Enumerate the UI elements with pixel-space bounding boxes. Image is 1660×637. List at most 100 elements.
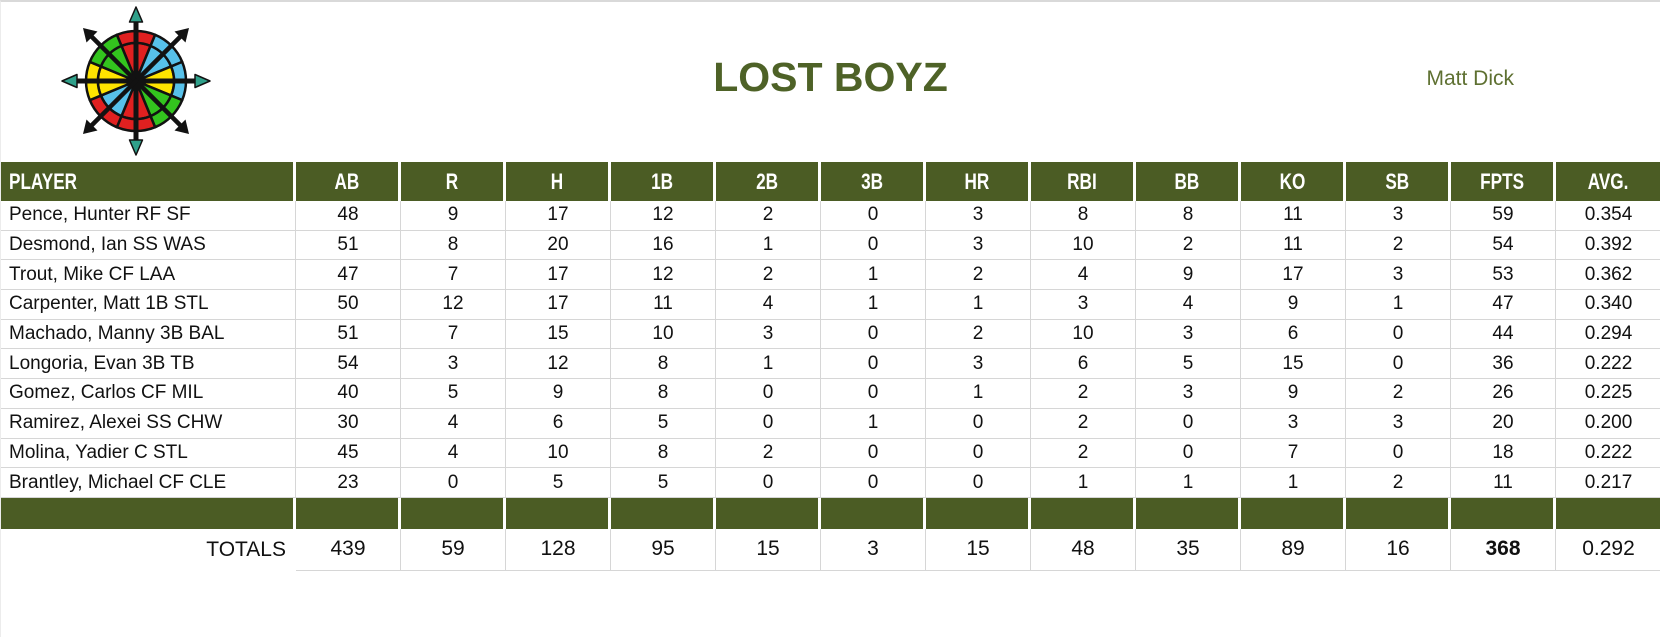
player-name-cell: Ramirez, Alexei SS CHW <box>1 408 296 439</box>
totals-label-cell: TOTALS <box>206 537 286 561</box>
stat-cell-sb: 0 <box>1346 349 1451 380</box>
stat-cell-bb: 4 <box>1136 290 1241 320</box>
stat-cell-fpts: 36 <box>1451 349 1556 380</box>
stat-cell-r: 12 <box>401 290 506 320</box>
stat-cell-2b: 0 <box>716 379 821 409</box>
stat-cell-h: 15 <box>506 319 611 350</box>
stat-cell-avg: 0.362 <box>1556 260 1660 291</box>
stat-cell-bb: 1 <box>1136 468 1241 498</box>
stat-cell-ab: 51 <box>296 230 401 261</box>
player-row: Desmond, Ian SS WAS 51 8 20 16 1 0 3 10 2 11 2 54 0.3… <box>1 230 1660 261</box>
stat-cell-ko: 1 <box>1241 468 1346 498</box>
stat-cell-1b: 12 <box>611 260 716 291</box>
stat-cell-ab: 48 <box>296 201 401 231</box>
stat-cell-bb: 0 <box>1136 408 1241 439</box>
stat-cell-1b: 8 <box>611 379 716 409</box>
player-row: Ramirez, Alexei SS CHW 30 4 6 5 0 1 0 2 0 3 3 20 0.20… <box>1 408 1660 439</box>
stat-cell-fpts: 26 <box>1451 379 1556 409</box>
stat-cell-rbi: 10 <box>1031 230 1136 261</box>
separator-cell <box>1 497 296 529</box>
stat-cell-bb: 3 <box>1136 379 1241 409</box>
stat-cell-fpts: 53 <box>1451 260 1556 291</box>
total-cell-3b: 3 <box>821 528 926 571</box>
stat-cell-2b: 4 <box>716 290 821 320</box>
stat-cell-sb: 2 <box>1346 379 1451 409</box>
stat-cell-rbi: 3 <box>1031 290 1136 320</box>
stat-cell-hr: 3 <box>926 201 1031 231</box>
stat-cell-rbi: 2 <box>1031 379 1136 409</box>
stat-cell-ab: 47 <box>296 260 401 291</box>
stat-cell-avg: 0.200 <box>1556 408 1660 439</box>
stat-cell-rbi: 2 <box>1031 438 1136 469</box>
stat-cell-hr: 1 <box>926 379 1031 409</box>
stat-cell-1b: 11 <box>611 290 716 320</box>
player-name-cell: Longoria, Evan 3B TB <box>1 349 296 380</box>
stat-cell-2b: 2 <box>716 438 821 469</box>
column-header-row: PLAYER AB R H 1B 2B 3B HR RBI BB KO SB FPTS AVG. <box>1 162 1660 201</box>
stat-cell-hr: 1 <box>926 290 1031 320</box>
header-cell-r: R <box>401 162 506 201</box>
stat-cell-3b: 0 <box>821 319 926 350</box>
stat-cell-bb: 8 <box>1136 201 1241 231</box>
stat-cell-r: 8 <box>401 230 506 261</box>
stat-cell-sb: 2 <box>1346 230 1451 261</box>
header-cell-3b: 3B <box>821 162 926 201</box>
separator-cell <box>1241 497 1346 529</box>
stat-cell-fpts: 20 <box>1451 408 1556 439</box>
stat-cell-r: 0 <box>401 468 506 498</box>
stat-cell-1b: 12 <box>611 201 716 231</box>
stat-cell-fpts: 54 <box>1451 230 1556 261</box>
stat-cell-ko: 9 <box>1241 379 1346 409</box>
team-title: LOST BOYZ <box>713 54 948 100</box>
stat-cell-2b: 1 <box>716 230 821 261</box>
stat-cell-r: 4 <box>401 438 506 469</box>
stat-cell-fpts: 44 <box>1451 319 1556 350</box>
stat-cell-bb: 5 <box>1136 349 1241 380</box>
stat-cell-3b: 0 <box>821 379 926 409</box>
header-cell-sb: SB <box>1346 162 1451 201</box>
stat-cell-bb: 2 <box>1136 230 1241 261</box>
stat-cell-sb: 3 <box>1346 260 1451 291</box>
stat-cell-h: 6 <box>506 408 611 439</box>
stat-cell-h: 17 <box>506 290 611 320</box>
player-name-cell: Pence, Hunter RF SF <box>1 201 296 231</box>
player-row: Pence, Hunter RF SF 48 9 17 12 2 0 3 8 8 11 3 59 0.35… <box>1 201 1660 231</box>
totals-row: TOTALS 439 59 128 95 15 3 15 48 35 89 16 368 0.292 <box>1 528 1660 571</box>
stat-cell-3b: 0 <box>821 349 926 380</box>
stat-cell-bb: 9 <box>1136 260 1241 291</box>
separator-cell <box>1346 497 1451 529</box>
stat-cell-bb: 3 <box>1136 319 1241 350</box>
stat-cell-3b: 1 <box>821 408 926 439</box>
total-cell-hr: 15 <box>926 528 1031 571</box>
stat-cell-rbi: 6 <box>1031 349 1136 380</box>
stat-cell-2b: 0 <box>716 468 821 498</box>
stat-cell-r: 5 <box>401 379 506 409</box>
owner-name: Matt Dick <box>1426 67 1514 90</box>
stat-cell-2b: 0 <box>716 408 821 439</box>
total-cell-2b: 15 <box>716 528 821 571</box>
stat-cell-r: 3 <box>401 349 506 380</box>
separator-cell <box>611 497 716 529</box>
stat-cell-2b: 1 <box>716 349 821 380</box>
header-cell-rbi: RBI <box>1031 162 1136 201</box>
stat-cell-sb: 0 <box>1346 319 1451 350</box>
player-row: Trout, Mike CF LAA 47 7 17 12 2 1 2 4 9 17 3 53 0.362 <box>1 260 1660 291</box>
header-cell-1b: 1B <box>611 162 716 201</box>
stat-cell-ko: 7 <box>1241 438 1346 469</box>
stat-cell-2b: 2 <box>716 201 821 231</box>
header-cell-h: H <box>506 162 611 201</box>
separator-cell <box>1451 497 1556 529</box>
total-cell-ab: 439 <box>296 528 401 571</box>
player-name-cell: Gomez, Carlos CF MIL <box>1 379 296 409</box>
stat-cell-fpts: 59 <box>1451 201 1556 231</box>
total-cell-rbi: 48 <box>1031 528 1136 571</box>
header-cell-ab: AB <box>296 162 401 201</box>
stat-cell-rbi: 8 <box>1031 201 1136 231</box>
total-cell-fpts: 368 <box>1451 528 1556 571</box>
player-row: Machado, Manny 3B BAL 51 7 15 10 3 0 2 10 3 6 0 44 0.… <box>1 319 1660 350</box>
separator-cell <box>1136 497 1241 529</box>
stat-cell-r: 9 <box>401 201 506 231</box>
stat-cell-rbi: 1 <box>1031 468 1136 498</box>
stat-cell-1b: 5 <box>611 468 716 498</box>
stat-cell-ko: 17 <box>1241 260 1346 291</box>
